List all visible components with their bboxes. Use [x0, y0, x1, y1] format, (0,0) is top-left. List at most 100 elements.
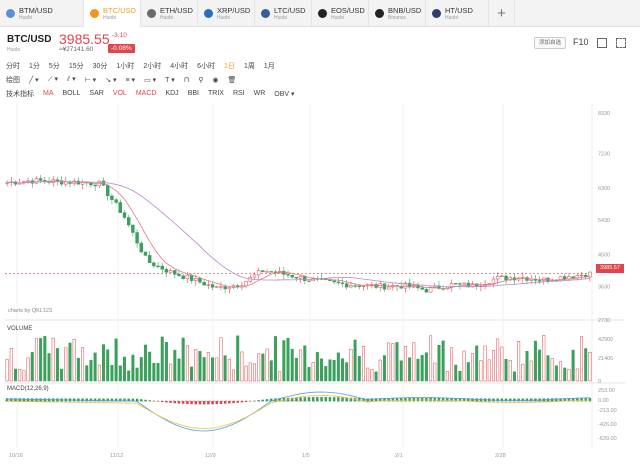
- volume-bar: [441, 340, 445, 382]
- volume-bar: [261, 353, 265, 382]
- tab-eos-usd[interactable]: EOS/USD Huobi: [312, 0, 369, 27]
- trash-icon[interactable]: 🗑: [227, 76, 237, 84]
- tab-bnb-usd[interactable]: BNB/USD Binance: [369, 0, 426, 27]
- macd-histogram-bar: [458, 398, 462, 402]
- rect-tool-icon[interactable]: ▭ ▾: [144, 76, 157, 84]
- period-11[interactable]: 1月: [263, 62, 275, 70]
- candle-body: [194, 277, 198, 281]
- indicator-7[interactable]: TRIX: [207, 90, 224, 97]
- candle-body: [219, 286, 223, 288]
- tab-btc-usd[interactable]: BTC/USD Huobi: [84, 0, 141, 27]
- indicator-0[interactable]: MA: [43, 90, 54, 97]
- period-0[interactable]: 分时: [6, 62, 20, 70]
- candle-body: [370, 284, 374, 286]
- macd-histogram-bar: [131, 398, 135, 402]
- tab-xrp-usd[interactable]: XRP/USD Huobi: [198, 0, 255, 27]
- macd-histogram-bar: [207, 401, 210, 405]
- macd-histogram-bar: [462, 398, 466, 402]
- volume-bar: [181, 337, 185, 382]
- screenshot-icon[interactable]: [597, 38, 607, 48]
- candle-body: [126, 217, 131, 226]
- period-1[interactable]: 1分: [29, 62, 40, 70]
- parallel-tool-icon[interactable]: ⫽ ▾: [67, 76, 76, 83]
- volume-bar: [399, 360, 403, 382]
- macd-axis-tick-2: -213.00: [598, 408, 617, 414]
- pair-title: BTC/USD: [7, 34, 52, 45]
- candle-body: [93, 184, 97, 187]
- indicator-3[interactable]: VOL: [112, 90, 127, 97]
- fullscreen-icon[interactable]: [616, 38, 626, 48]
- period-2[interactable]: 5分: [48, 62, 60, 70]
- line-tool-icon[interactable]: ╱ ▾: [29, 76, 39, 84]
- indicator-9[interactable]: WR: [253, 90, 266, 97]
- indicator-8[interactable]: RSI: [232, 90, 245, 97]
- volume-bar: [97, 364, 101, 382]
- tab-btm-usd[interactable]: BTM/USD Huobi: [0, 0, 84, 27]
- tab-eth-usd[interactable]: ETH/USD Huobi: [141, 0, 198, 27]
- f10-button[interactable]: F10: [573, 37, 589, 47]
- candle-body: [38, 178, 43, 181]
- add-watchlist-button[interactable]: 添加自选: [534, 37, 567, 49]
- volume-bar: [294, 357, 298, 382]
- eye-icon[interactable]: ◉: [212, 76, 219, 84]
- candle-body: [122, 212, 127, 218]
- period-7[interactable]: 4小时: [170, 62, 189, 70]
- volume-bar: [89, 359, 93, 382]
- period-8[interactable]: 6小时: [197, 62, 216, 70]
- macd-histogram-bar: [194, 401, 198, 405]
- chart-area[interactable]: 8330 7230 6300 5430 4500 3630 2730 42900 21400 0 2…: [0, 103, 640, 465]
- period-9[interactable]: 1日: [224, 62, 235, 70]
- volume-bar: [219, 337, 223, 382]
- candle-body: [55, 179, 60, 181]
- indicator-10[interactable]: OBV ▾: [274, 90, 295, 98]
- macd-histogram-bar: [332, 397, 336, 402]
- volume-bar: [475, 345, 479, 382]
- channel-tool-icon[interactable]: ⊢ ▾: [84, 76, 97, 84]
- volume-bar: [143, 344, 147, 382]
- ray-tool-icon[interactable]: ⟋ ▾: [47, 76, 59, 83]
- volume-bar: [412, 342, 416, 382]
- indicator-1[interactable]: BOLL: [62, 90, 81, 97]
- candle-body: [345, 283, 349, 288]
- candle-body: [361, 285, 366, 287]
- fib-tool-icon[interactable]: ≡ ▾: [125, 76, 136, 84]
- tab-ltc-usd[interactable]: LTC/USD Huobi: [255, 0, 312, 27]
- macd-histogram-bar: [307, 397, 311, 402]
- macd-histogram-bar: [525, 398, 529, 402]
- indicator-6[interactable]: BBI: [187, 90, 199, 97]
- macd-histogram-bar: [370, 398, 374, 402]
- volume-bar: [206, 352, 210, 382]
- tab-ht-usd[interactable]: HT/USD Huobi: [426, 0, 489, 27]
- volume-bar: [135, 367, 139, 382]
- magnet-icon[interactable]: ⊓: [183, 76, 190, 84]
- volume-bar: [525, 350, 529, 382]
- source-label: Huobi: [7, 47, 21, 53]
- volume-bar: [454, 364, 458, 382]
- macd-histogram-bar: [119, 398, 122, 402]
- period-6[interactable]: 2小时: [143, 62, 162, 70]
- period-5[interactable]: 1小时: [116, 62, 135, 70]
- period-4[interactable]: 30分: [92, 62, 108, 70]
- eth-icon: [147, 9, 156, 18]
- macd-histogram-bar: [144, 399, 147, 402]
- add-tab-button[interactable]: +: [489, 0, 515, 27]
- volume-bar: [483, 345, 487, 382]
- macd-histogram-bar: [223, 401, 227, 404]
- macd-histogram-bar: [345, 397, 348, 402]
- volume-bar: [496, 338, 500, 382]
- indicator-5[interactable]: KDJ: [165, 90, 179, 97]
- candle-body: [265, 271, 269, 273]
- kline-chart[interactable]: 8330 7230 6300 5430 4500 3630 2730 42900 21400 0 2…: [0, 103, 640, 465]
- period-10[interactable]: 1周: [243, 62, 255, 70]
- volume-bar: [227, 358, 231, 382]
- arrow-tool-icon[interactable]: ↘ ▾: [105, 76, 117, 84]
- text-tool-icon[interactable]: T ▾: [165, 76, 175, 84]
- current-price-tag: 3985.57: [596, 264, 624, 273]
- macd-histogram-bar: [110, 398, 114, 402]
- macd-histogram-bar: [5, 398, 9, 402]
- indicator-4[interactable]: MACD: [135, 90, 157, 97]
- change-percent-badge: -0.08%: [108, 44, 135, 53]
- indicator-2[interactable]: SAR: [89, 90, 104, 97]
- period-3[interactable]: 15分: [68, 62, 84, 70]
- lock-icon[interactable]: ⚲: [198, 76, 204, 84]
